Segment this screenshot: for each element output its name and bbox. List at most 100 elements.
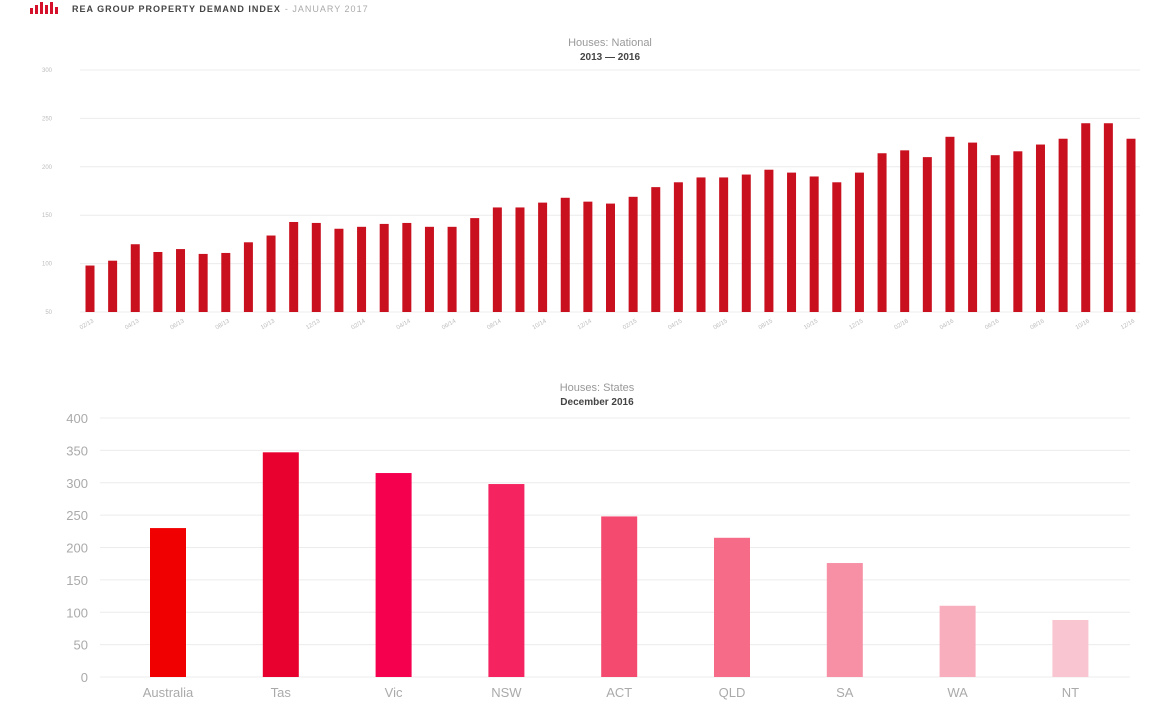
y-tick-label: 50 bbox=[74, 638, 88, 653]
y-tick-label: 200 bbox=[66, 541, 88, 556]
bar-australia bbox=[150, 528, 186, 677]
y-tick-label: 300 bbox=[66, 476, 88, 491]
states-chart-subtitle: December 2016 bbox=[560, 397, 634, 408]
y-tick-label: 200 bbox=[42, 165, 53, 171]
bar bbox=[379, 223, 389, 312]
bar bbox=[877, 153, 887, 312]
bar bbox=[583, 201, 593, 312]
x-tick-label: NSW bbox=[491, 685, 522, 700]
x-tick-label: 12/13 bbox=[305, 318, 322, 331]
bar bbox=[424, 226, 434, 312]
x-tick-label: 02/13 bbox=[79, 318, 96, 331]
bar bbox=[289, 221, 299, 312]
bar bbox=[1058, 138, 1068, 312]
bar bbox=[311, 222, 321, 312]
bar-tas bbox=[262, 452, 299, 677]
bar bbox=[85, 265, 95, 312]
bar bbox=[628, 196, 638, 312]
y-tick-label: 100 bbox=[42, 262, 53, 268]
national-chart-title: Houses: National bbox=[568, 37, 652, 49]
bar-nt bbox=[1052, 620, 1089, 677]
x-tick-label: 06/16 bbox=[984, 318, 1001, 331]
x-tick-label: 02/16 bbox=[894, 318, 911, 331]
y-tick-label: 250 bbox=[42, 116, 53, 122]
bar bbox=[515, 207, 525, 312]
bar bbox=[900, 150, 910, 312]
bar bbox=[243, 242, 253, 312]
bar bbox=[832, 182, 842, 312]
x-tick-label: ACT bbox=[606, 685, 632, 700]
x-tick-label: 04/14 bbox=[396, 318, 413, 331]
bar bbox=[809, 176, 819, 312]
bar-wa bbox=[939, 605, 976, 677]
bar bbox=[787, 172, 797, 312]
x-tick-label: WA bbox=[947, 685, 968, 700]
bar-nsw bbox=[488, 484, 525, 677]
x-tick-label: 10/14 bbox=[532, 318, 549, 331]
bar bbox=[357, 226, 367, 312]
x-tick-label: NT bbox=[1062, 685, 1079, 700]
bar bbox=[606, 203, 615, 312]
x-tick-label: 04/15 bbox=[667, 318, 684, 331]
x-tick-label: Vic bbox=[385, 685, 403, 700]
bar bbox=[176, 249, 186, 312]
report-title: REA GROUP PROPERTY DEMAND INDEX bbox=[72, 4, 281, 14]
x-tick-label: 02/15 bbox=[622, 318, 639, 331]
bar bbox=[447, 226, 457, 312]
bar bbox=[1013, 151, 1023, 312]
y-tick-label: 300 bbox=[42, 68, 53, 74]
bar bbox=[470, 218, 480, 312]
x-tick-label: 02/14 bbox=[351, 318, 368, 331]
bar bbox=[560, 197, 570, 312]
x-tick-label: 10/16 bbox=[1075, 318, 1092, 331]
bar-chart-logo-icon bbox=[30, 2, 58, 14]
national-chart: 50 100 150 200 250 300 02/13 04/13 06/13 08/13 10/… bbox=[42, 68, 1140, 331]
x-tick-label: 06/15 bbox=[713, 318, 730, 331]
bar bbox=[334, 228, 344, 312]
states-chart-title: Houses: States bbox=[560, 382, 635, 394]
bar bbox=[696, 177, 706, 312]
bar bbox=[108, 260, 118, 312]
bar bbox=[492, 207, 502, 312]
x-tick-label: 12/15 bbox=[848, 318, 865, 331]
bar bbox=[719, 177, 729, 312]
x-tick-label: 12/14 bbox=[577, 318, 594, 331]
x-tick-label: Tas bbox=[271, 685, 292, 700]
bar bbox=[266, 235, 276, 312]
y-tick-label: 350 bbox=[66, 443, 88, 458]
header: REA GROUP PROPERTY DEMAND INDEX - JANUARY… bbox=[30, 0, 369, 16]
national-chart-subtitle: 2013 — 2016 bbox=[580, 52, 640, 63]
bar bbox=[1081, 123, 1091, 313]
x-tick-label: 06/13 bbox=[170, 318, 187, 331]
bar bbox=[651, 187, 661, 312]
bar bbox=[130, 244, 140, 312]
x-tick-label: 08/13 bbox=[215, 318, 232, 331]
bar-act bbox=[601, 516, 638, 677]
x-tick-label: 08/14 bbox=[486, 318, 503, 331]
y-tick-label: 400 bbox=[66, 411, 88, 426]
x-tick-label: 10/13 bbox=[260, 318, 277, 331]
bar bbox=[968, 142, 978, 312]
x-tick-label: QLD bbox=[719, 685, 746, 700]
bar bbox=[854, 172, 864, 312]
bar-vic bbox=[375, 473, 412, 677]
x-tick-label: 06/14 bbox=[441, 318, 458, 331]
bar bbox=[1126, 138, 1136, 312]
bar bbox=[538, 202, 548, 312]
bar-sa bbox=[826, 563, 863, 677]
y-tick-label: 150 bbox=[66, 573, 88, 588]
report-date: - JANUARY 2017 bbox=[284, 4, 369, 14]
x-tick-label: SA bbox=[836, 685, 854, 700]
x-tick-label: 12/16 bbox=[1120, 318, 1137, 331]
bar bbox=[673, 182, 683, 312]
bar bbox=[990, 155, 1000, 312]
y-tick-label: 250 bbox=[66, 508, 88, 523]
states-chart: 0 50 100 150 200 250 300 350 400 Australia Tas Vic N… bbox=[66, 411, 1130, 700]
x-tick-label: Australia bbox=[143, 685, 194, 700]
bar bbox=[198, 253, 208, 312]
bar bbox=[221, 252, 231, 312]
y-tick-label: 0 bbox=[81, 670, 88, 685]
x-tick-label: 08/16 bbox=[1029, 318, 1046, 331]
x-tick-label: 04/16 bbox=[939, 318, 956, 331]
bar bbox=[153, 251, 163, 312]
